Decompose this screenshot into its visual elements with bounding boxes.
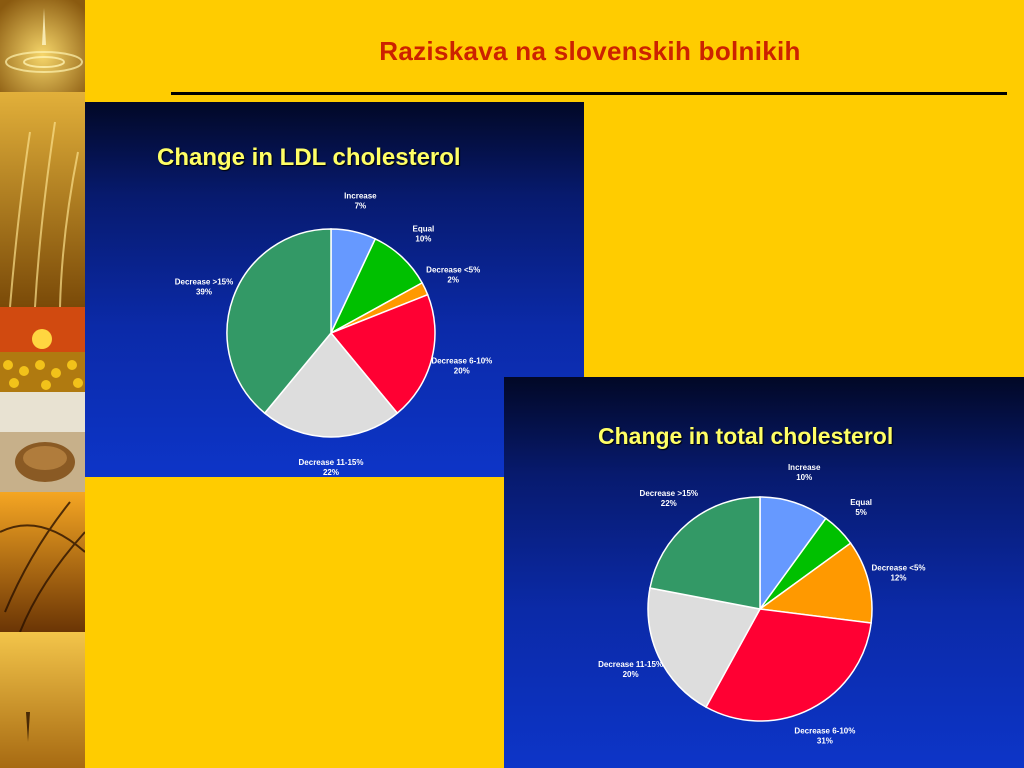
slice-category: Decrease 11-15% bbox=[299, 458, 364, 467]
slice-label: Decrease >15% 39% bbox=[175, 277, 234, 296]
slide-title: Raziskava na slovenskih bolnikih bbox=[379, 36, 801, 66]
pie-slice bbox=[649, 496, 761, 610]
slice-label: Equal 5% bbox=[850, 498, 872, 517]
slice-percent: 20% bbox=[623, 670, 639, 679]
slice-percent: 22% bbox=[323, 468, 339, 477]
slice-category: Equal bbox=[413, 225, 435, 234]
slice-label: Decrease 6-10% 20% bbox=[431, 357, 492, 376]
slice-percent: 31% bbox=[817, 736, 833, 745]
wheat-field-image bbox=[0, 92, 85, 307]
title-divider bbox=[171, 92, 1007, 95]
wheat-sunset-image bbox=[0, 492, 85, 632]
chart-title: Change in total cholesterol bbox=[598, 423, 894, 449]
slice-label: Decrease <5% 12% bbox=[871, 563, 925, 582]
slice-percent: 20% bbox=[454, 367, 470, 376]
slice-percent: 10% bbox=[796, 473, 812, 482]
slice-label: Decrease <5% 2% bbox=[426, 266, 480, 285]
slice-percent: 39% bbox=[196, 287, 212, 296]
slice-percent: 2% bbox=[447, 276, 459, 285]
slice-label: Decrease 11-15% 22% bbox=[299, 458, 364, 477]
slice-label: Decrease >15% 22% bbox=[640, 489, 699, 508]
pie-slice bbox=[226, 228, 332, 415]
slice-label: Equal 10% bbox=[413, 225, 435, 244]
pie-slice bbox=[705, 608, 872, 722]
pie-slice bbox=[263, 331, 399, 438]
pie-slice bbox=[329, 293, 436, 415]
slice-percent: 7% bbox=[355, 201, 367, 210]
oil-drop-image bbox=[0, 0, 85, 92]
slice-category: Decrease <5% bbox=[871, 563, 925, 572]
slice-category: Decrease <5% bbox=[426, 266, 480, 275]
decorative-photo-strip bbox=[0, 0, 85, 768]
chart-title: Change in LDL cholesterol bbox=[157, 144, 461, 171]
slice-category: Increase bbox=[788, 463, 821, 472]
golden-field-image bbox=[0, 632, 85, 768]
pie-slice bbox=[647, 587, 762, 709]
slice-category: Increase bbox=[344, 191, 377, 200]
slice-label: Increase 10% bbox=[788, 463, 821, 482]
slice-category: Decrease 11-15% bbox=[598, 660, 663, 669]
slice-percent: 5% bbox=[855, 508, 867, 517]
bread-image bbox=[0, 392, 85, 492]
slice-label: Decrease 6-10% 31% bbox=[794, 726, 855, 745]
slice-category: Decrease >15% bbox=[175, 277, 234, 286]
pie-slice bbox=[758, 542, 873, 624]
slice-percent: 22% bbox=[661, 499, 677, 508]
ldl-chart-panel: Change in LDL cholesterol Increase 7% Equa… bbox=[85, 102, 584, 477]
slice-category: Decrease 6-10% bbox=[431, 357, 492, 366]
slice-percent: 12% bbox=[890, 573, 906, 582]
total-cholesterol-chart-panel: Change in total cholesterol Increase 10% E… bbox=[504, 377, 1024, 768]
slice-category: Equal bbox=[850, 498, 872, 507]
ldl-pie-chart: Increase 7%Equal 10%Decrease <5% 2%Decrease… bbox=[175, 191, 493, 477]
slice-category: Decrease 6-10% bbox=[794, 726, 855, 735]
total-cholesterol-pie-chart: Increase 10%Equal 5%Decrease <5% 12%Decreas… bbox=[598, 463, 925, 745]
sunflower-field-image bbox=[0, 307, 85, 392]
slice-category: Decrease >15% bbox=[640, 489, 699, 498]
slice-label: Decrease 11-15% 20% bbox=[598, 660, 663, 679]
slice-percent: 10% bbox=[415, 235, 431, 244]
slice-label: Increase 7% bbox=[344, 191, 377, 210]
